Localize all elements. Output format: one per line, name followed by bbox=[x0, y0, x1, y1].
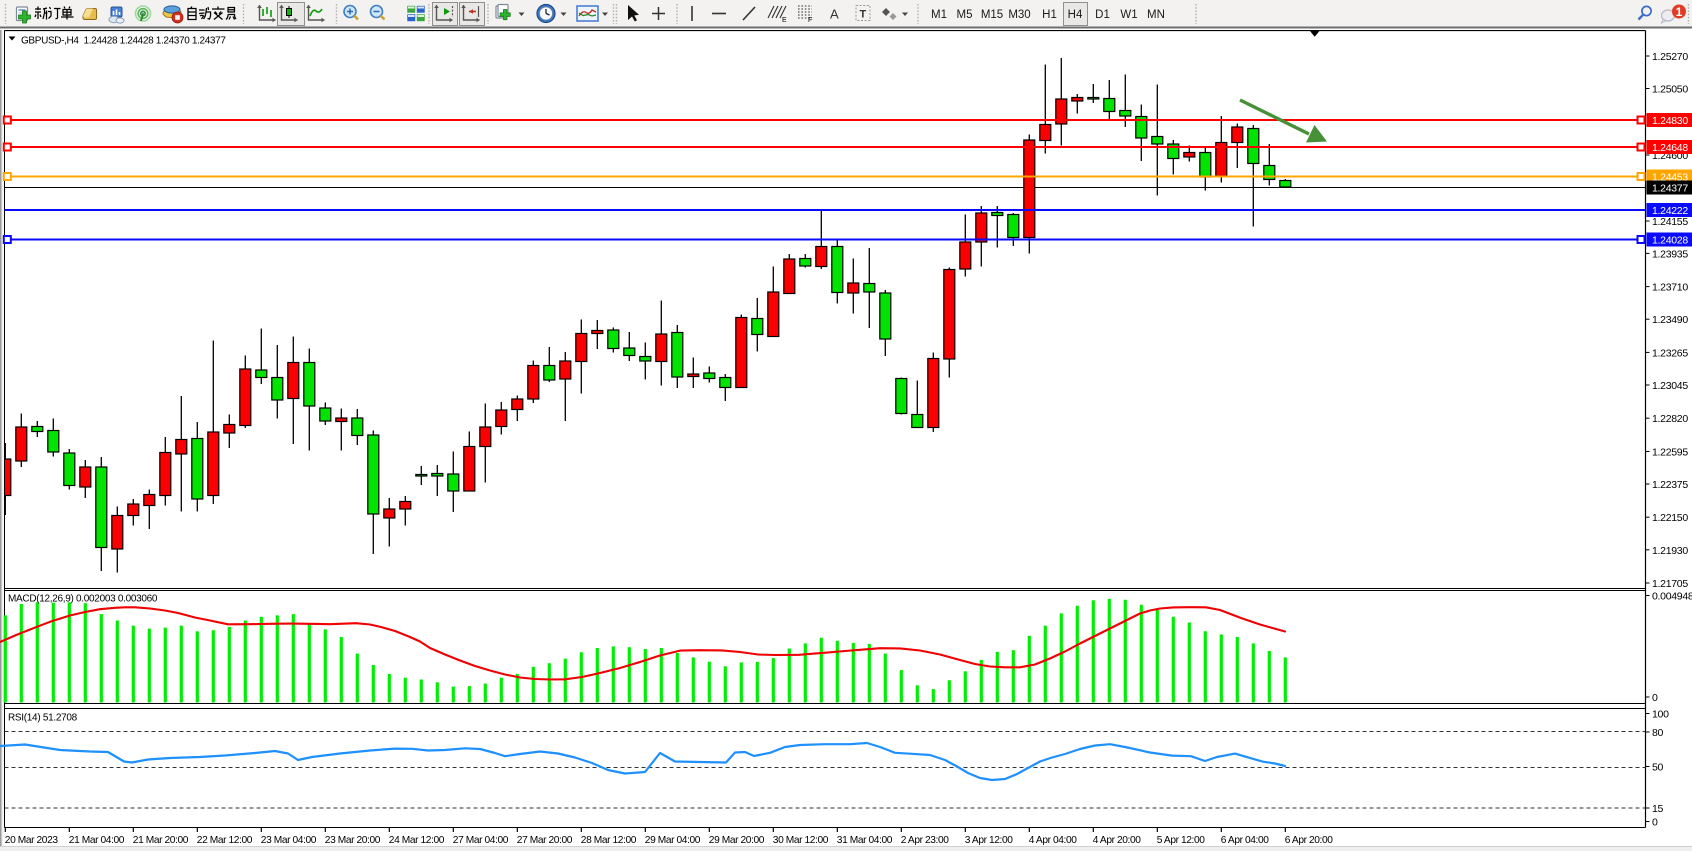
svg-text:0: 0 bbox=[1652, 692, 1658, 704]
svg-text:1.23935: 1.23935 bbox=[1652, 248, 1688, 260]
svg-text:D1: D1 bbox=[1095, 9, 1110, 21]
svg-text:1.24222: 1.24222 bbox=[1652, 205, 1688, 217]
svg-text:M5: M5 bbox=[957, 9, 973, 21]
svg-text:RSI(14) 51.2708: RSI(14) 51.2708 bbox=[8, 713, 78, 724]
svg-text:1.22375: 1.22375 bbox=[1652, 479, 1688, 491]
svg-text:3 Apr 12:00: 3 Apr 12:00 bbox=[965, 835, 1013, 846]
svg-text:100: 100 bbox=[1652, 709, 1669, 721]
svg-text:50: 50 bbox=[1652, 762, 1664, 774]
svg-text:H1: H1 bbox=[1042, 9, 1057, 21]
svg-text:80: 80 bbox=[1652, 727, 1664, 739]
svg-text:6 Apr 04:00: 6 Apr 04:00 bbox=[1221, 835, 1269, 846]
svg-text:1.25270: 1.25270 bbox=[1652, 51, 1688, 63]
svg-text:1.24028: 1.24028 bbox=[1652, 235, 1688, 247]
svg-text:1.21705: 1.21705 bbox=[1652, 578, 1688, 590]
svg-text:31 Mar 04:00: 31 Mar 04:00 bbox=[837, 835, 893, 846]
svg-text:21 Mar 20:00: 21 Mar 20:00 bbox=[133, 835, 189, 846]
svg-text:H4: H4 bbox=[1068, 9, 1083, 21]
svg-text:21 Mar 04:00: 21 Mar 04:00 bbox=[69, 835, 125, 846]
svg-text:M1: M1 bbox=[931, 9, 947, 21]
svg-text:T: T bbox=[860, 9, 867, 21]
svg-text:1.22595: 1.22595 bbox=[1652, 447, 1688, 459]
svg-text:1.22820: 1.22820 bbox=[1652, 413, 1688, 425]
svg-text:22 Mar 12:00: 22 Mar 12:00 bbox=[197, 835, 253, 846]
svg-text:1.23710: 1.23710 bbox=[1652, 282, 1688, 294]
svg-text:F: F bbox=[808, 17, 812, 24]
svg-text:1: 1 bbox=[1676, 5, 1683, 19]
svg-text:MACD(12,26,9) 0.002003 0.00306: MACD(12,26,9) 0.002003 0.003060 bbox=[8, 594, 158, 605]
svg-text:1.24155: 1.24155 bbox=[1652, 216, 1688, 228]
svg-text:6 Apr 20:00: 6 Apr 20:00 bbox=[1285, 835, 1333, 846]
svg-text:28 Mar 12:00: 28 Mar 12:00 bbox=[581, 835, 637, 846]
svg-text:E: E bbox=[782, 17, 787, 24]
svg-text:MN: MN bbox=[1147, 9, 1165, 21]
svg-text:0.004948: 0.004948 bbox=[1652, 591, 1692, 603]
svg-text:1.21930: 1.21930 bbox=[1652, 545, 1688, 557]
svg-text:5 Apr 12:00: 5 Apr 12:00 bbox=[1157, 835, 1205, 846]
svg-text:1.24377: 1.24377 bbox=[1652, 183, 1688, 195]
svg-text:2 Apr 23:00: 2 Apr 23:00 bbox=[901, 835, 949, 846]
svg-text:1.24648: 1.24648 bbox=[1652, 142, 1688, 154]
svg-text:4 Apr 20:00: 4 Apr 20:00 bbox=[1093, 835, 1141, 846]
svg-text:23 Mar 20:00: 23 Mar 20:00 bbox=[325, 835, 381, 846]
svg-text:1.24830: 1.24830 bbox=[1652, 115, 1688, 127]
svg-text:1.23045: 1.23045 bbox=[1652, 380, 1688, 392]
svg-text:1.23265: 1.23265 bbox=[1652, 347, 1688, 359]
svg-text:24 Mar 12:00: 24 Mar 12:00 bbox=[389, 835, 445, 846]
svg-text:GBPUSD-,H4 1.24428 1.24428 1.: GBPUSD-,H4 1.24428 1.24428 1.24370 1.243… bbox=[21, 36, 226, 47]
svg-text:1.25050: 1.25050 bbox=[1652, 84, 1688, 96]
svg-text:1.22150: 1.22150 bbox=[1652, 512, 1688, 524]
svg-text:A: A bbox=[830, 7, 839, 22]
svg-text:27 Mar 20:00: 27 Mar 20:00 bbox=[517, 835, 573, 846]
svg-text:20 Mar 2023: 20 Mar 2023 bbox=[5, 835, 59, 846]
svg-text:27 Mar 04:00: 27 Mar 04:00 bbox=[453, 835, 509, 846]
svg-text:1.23490: 1.23490 bbox=[1652, 314, 1688, 326]
svg-text:15: 15 bbox=[1652, 803, 1664, 815]
svg-text:M15: M15 bbox=[981, 9, 1003, 21]
svg-text:M30: M30 bbox=[1008, 9, 1030, 21]
svg-text:4 Apr 04:00: 4 Apr 04:00 bbox=[1029, 835, 1077, 846]
svg-text:23 Mar 04:00: 23 Mar 04:00 bbox=[261, 835, 317, 846]
svg-text:0: 0 bbox=[1652, 817, 1658, 829]
svg-text:29 Mar 04:00: 29 Mar 04:00 bbox=[645, 835, 701, 846]
svg-text:29 Mar 20:00: 29 Mar 20:00 bbox=[709, 835, 765, 846]
svg-text:30 Mar 12:00: 30 Mar 12:00 bbox=[773, 835, 829, 846]
svg-text:W1: W1 bbox=[1120, 9, 1137, 21]
